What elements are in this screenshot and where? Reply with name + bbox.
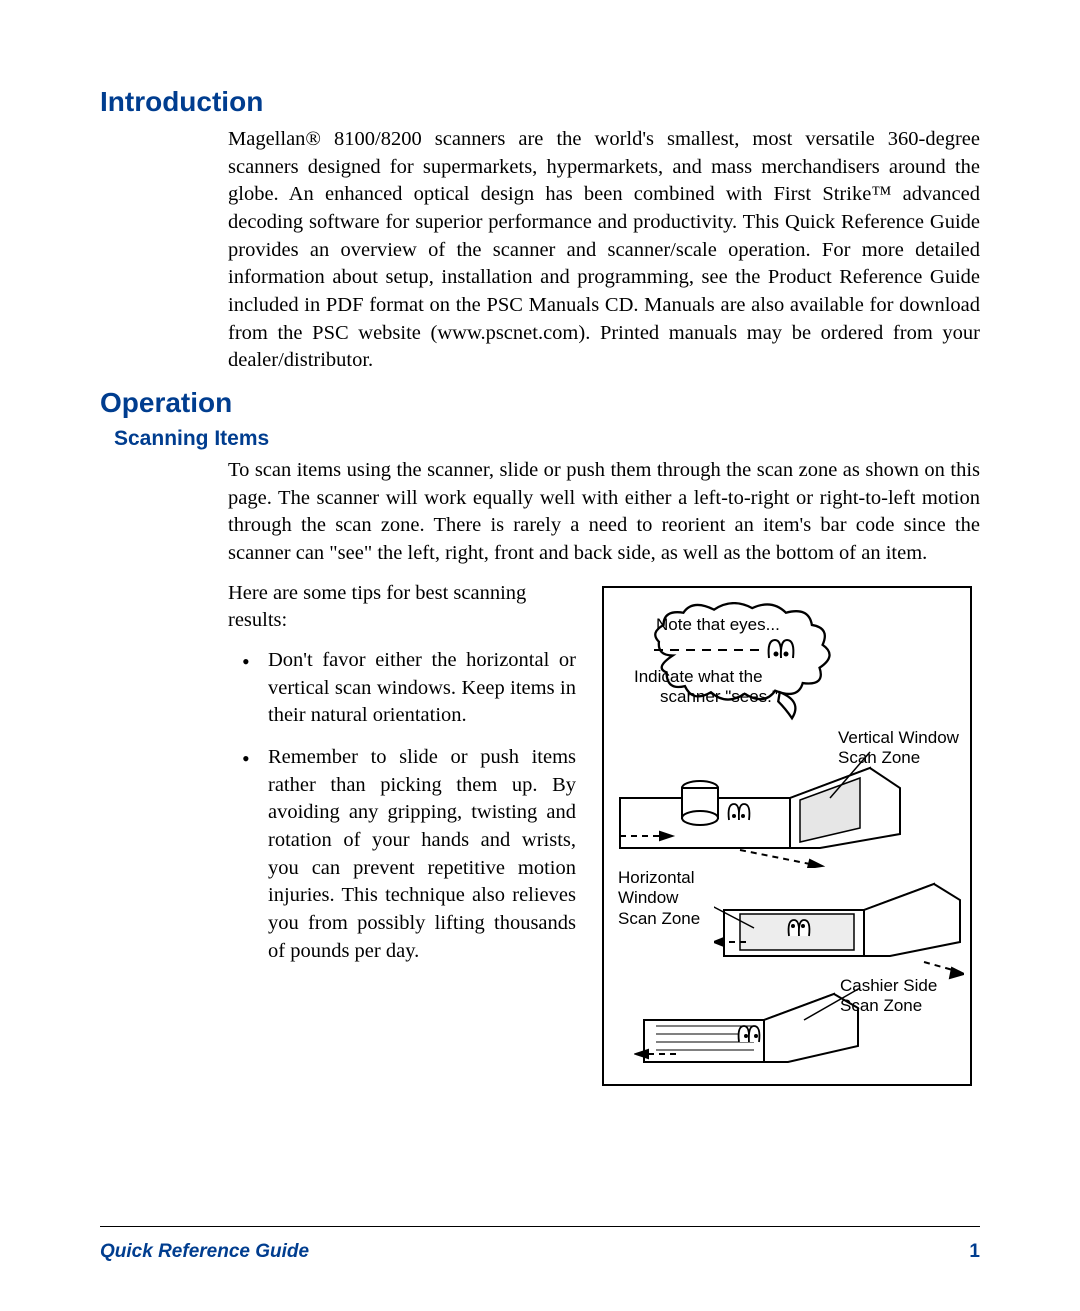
scanner-horizontal-illustration [714, 870, 964, 980]
footer-page-number: 1 [969, 1241, 980, 1263]
cloud-text-2: Indicate what the [634, 668, 763, 687]
tips-list: Don't favor either the horizontal or ver… [228, 647, 576, 965]
tips-row: Here are some tips for best scanning res… [228, 580, 980, 1086]
cloud-text-1: Note that eyes... [656, 616, 780, 635]
page: Introduction Magellan® 8100/8200 scanner… [0, 0, 1080, 1311]
scanner-cashier-illustration [634, 980, 864, 1080]
tips-column: Here are some tips for best scanning res… [228, 580, 576, 980]
paragraph-scanning: To scan items using the scanner, slide o… [228, 457, 980, 568]
footer: Quick Reference Guide 1 [100, 1241, 980, 1263]
label-horizontal-window: Horizontal Window Scan Zone [618, 868, 718, 929]
eyes-icon [764, 634, 798, 664]
scanner-vertical-illustration [610, 738, 910, 868]
tip-item: Remember to slide or push items rather t… [268, 744, 576, 965]
cloud-text-3: scanner "sees." [660, 688, 778, 707]
footer-title: Quick Reference Guide [100, 1241, 309, 1263]
subheading-scanning-items: Scanning Items [114, 427, 980, 451]
footer-rule [100, 1226, 980, 1227]
tips-intro: Here are some tips for best scanning res… [228, 580, 576, 635]
paragraph-intro: Magellan® 8100/8200 scanners are the wor… [228, 126, 980, 375]
heading-introduction: Introduction [100, 86, 980, 118]
label-cashier-side: Cashier Side Scan Zone [840, 976, 960, 1017]
heading-operation: Operation [100, 387, 980, 419]
scan-zone-diagram: Note that eyes... Indicate what the scan… [602, 586, 972, 1086]
tip-item: Don't favor either the horizontal or ver… [268, 647, 576, 730]
